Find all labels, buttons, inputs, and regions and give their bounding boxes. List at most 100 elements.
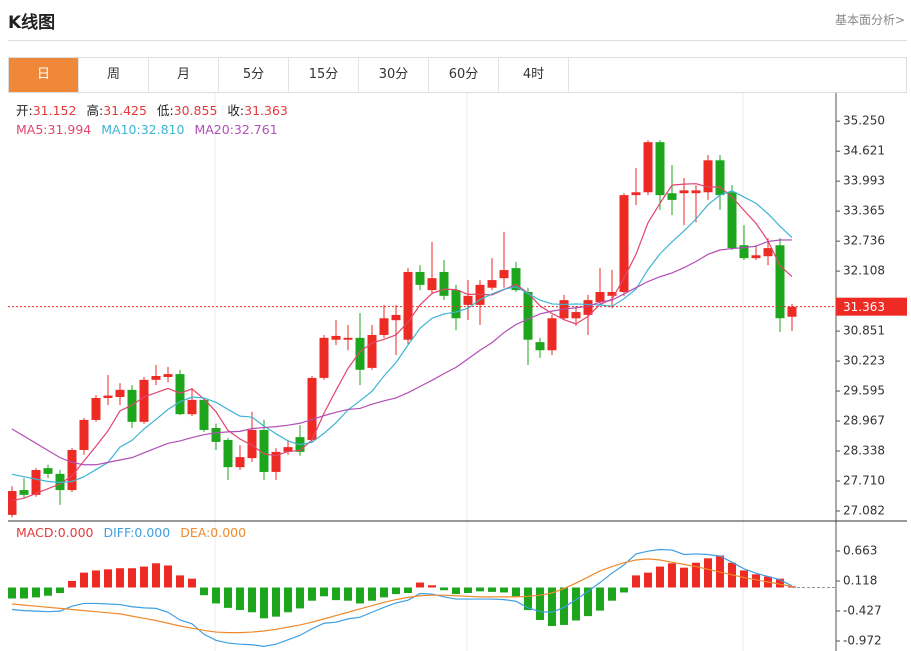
period-tab[interactable]: 30分: [359, 58, 429, 92]
period-tab[interactable]: 60分: [429, 58, 499, 92]
macd-bar: [752, 574, 760, 588]
candle-body: [403, 271, 413, 340]
macd-bar: [368, 587, 376, 601]
candle-body: [463, 295, 473, 305]
y-tick-label: 27.710: [843, 474, 885, 488]
macd-bar: [428, 585, 436, 588]
legend-value: 32.810: [140, 122, 185, 137]
legend-name: MA20:: [194, 122, 234, 137]
candle-body: [535, 342, 545, 351]
macd-bar: [8, 587, 16, 599]
legend-value: 0.000: [134, 525, 171, 540]
macd-bar: [176, 575, 184, 588]
page-title: K线图: [8, 13, 56, 33]
readout-label: 开:: [16, 103, 33, 118]
macd-bar: [788, 586, 796, 588]
y-tick-label: 28.967: [843, 414, 885, 428]
candle-body: [199, 399, 209, 430]
candle-body: [679, 190, 689, 194]
macd-bar: [68, 580, 76, 588]
period-tab[interactable]: 15分: [289, 58, 359, 92]
macd-bar: [188, 578, 196, 588]
macd-bar: [776, 578, 784, 588]
fundamentals-link[interactable]: 基本面分析>: [834, 13, 905, 27]
macd-bar: [164, 565, 172, 588]
macd-bar: [524, 587, 532, 611]
macd-bar: [584, 587, 592, 617]
candle-body: [31, 470, 41, 495]
ma-line: [11, 183, 793, 502]
readout-label: 收:: [227, 103, 245, 118]
candle-body: [499, 270, 509, 279]
period-tabs: 日周月 5分 15分 30分 60分 4时: [8, 57, 907, 93]
candle-body: [427, 278, 437, 291]
ohlc-readout: 开:31.152 高:31.425 低:30.855 收:31.363: [16, 100, 298, 119]
candle-body: [775, 245, 785, 319]
macd-bar: [512, 587, 520, 597]
candle-body: [655, 142, 665, 196]
candle-body: [511, 268, 521, 291]
candle-body: [151, 376, 161, 380]
macd-bar: [332, 587, 340, 601]
candle-body: [187, 399, 197, 415]
candle-body: [103, 395, 113, 398]
macd-bar: [668, 563, 676, 588]
macd-bar: [464, 587, 472, 593]
legend-value: 31.994: [47, 122, 92, 137]
y-tick-label: -0.427: [843, 603, 882, 617]
y-tick-label: 0.118: [843, 573, 877, 587]
candle-body: [523, 292, 533, 340]
macd-bar: [224, 587, 232, 608]
candle-body: [79, 419, 89, 450]
candle-body: [751, 255, 761, 259]
macd-bar: [740, 570, 748, 588]
macd-bar: [656, 566, 664, 588]
y-tick-label: 0.663: [843, 544, 877, 558]
macd-bar: [620, 587, 628, 593]
legend-value: 32.761: [233, 122, 278, 137]
ma-line: [11, 190, 793, 484]
macd-bar: [80, 572, 88, 588]
candle-body: [127, 389, 137, 422]
candle-body: [259, 429, 269, 472]
candle-body: [451, 290, 461, 319]
candle-body: [547, 318, 557, 351]
candle-body: [247, 429, 257, 459]
macd-bar: [452, 587, 460, 595]
macd-readouts: MACD:0.000 DIFF:0.000 DEA:0.000: [16, 525, 256, 540]
candle-body: [391, 314, 401, 321]
y-tick-label: 28.338: [843, 444, 885, 458]
price-plot: [8, 140, 797, 518]
current-price-box: [836, 297, 907, 316]
readout-value: 31.152: [32, 103, 77, 118]
period-tab[interactable]: 日: [9, 58, 79, 92]
macd-bar: [236, 587, 244, 611]
macd-bar: [56, 587, 64, 593]
candle-body: [619, 195, 629, 293]
period-tab[interactable]: 月: [149, 58, 219, 92]
legend-name: MACD:: [16, 525, 58, 540]
candle-body: [727, 192, 737, 249]
candle-body: [703, 160, 713, 193]
macd-bar: [692, 562, 700, 588]
period-tab[interactable]: 5分: [219, 58, 289, 92]
macd-line: [11, 558, 793, 634]
macd-bar: [92, 570, 100, 588]
y-tick-label: 32.736: [843, 234, 885, 248]
candle-body: [211, 428, 221, 442]
y-tick-label: -0.972: [843, 633, 882, 647]
macd-line: [11, 548, 793, 647]
macd-bar: [32, 587, 40, 598]
macd-bar: [632, 575, 640, 588]
period-tab[interactable]: 周: [79, 58, 149, 92]
macd-bar: [392, 587, 400, 595]
candle-body: [715, 160, 725, 196]
candle-body: [487, 280, 497, 288]
period-tab[interactable]: 4时: [499, 58, 569, 92]
macd-bar: [212, 587, 220, 604]
candle-body: [163, 374, 173, 377]
candle-body: [67, 449, 77, 491]
candle-body: [223, 439, 233, 468]
macd-bar: [704, 558, 712, 588]
